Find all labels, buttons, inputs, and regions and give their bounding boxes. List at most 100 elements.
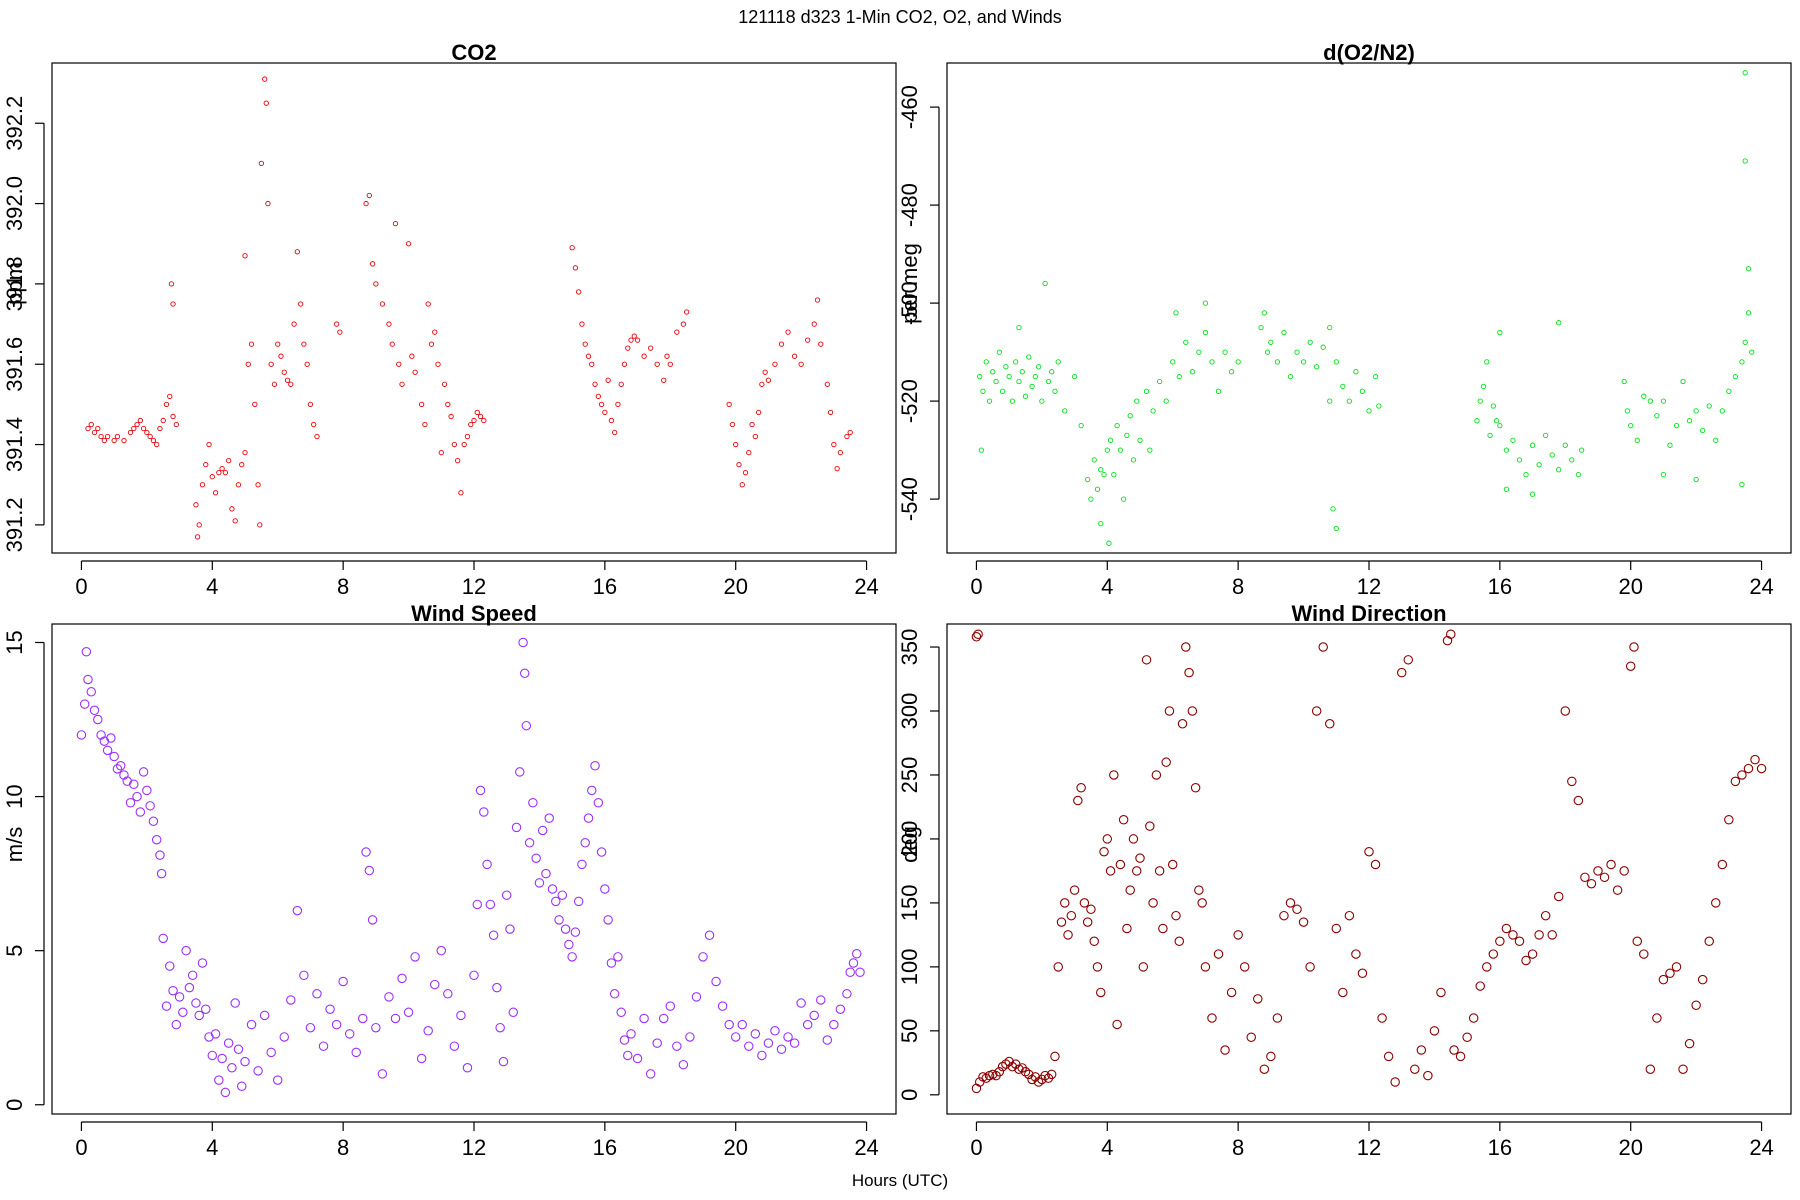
co2-point <box>196 522 202 528</box>
o2n2-point <box>1719 408 1725 414</box>
co2-point <box>733 441 739 448</box>
o2n2-point <box>1268 339 1274 345</box>
co2-point <box>598 401 605 408</box>
wind-direction-point <box>1285 898 1296 908</box>
o2n2-point <box>1307 339 1313 345</box>
wind-direction-y-tick-label: 350 <box>897 629 922 666</box>
wind-speed-point <box>488 930 499 941</box>
co2-point <box>131 425 137 432</box>
wind-speed-point <box>557 890 568 900</box>
wind-direction-y-tick-label: 150 <box>897 885 922 922</box>
o2n2-y-tick-label: -460 <box>897 85 922 129</box>
co2-point <box>579 321 585 327</box>
wind-direction-point <box>1527 949 1538 959</box>
wind-speed-point <box>639 1013 649 1024</box>
o2n2-point <box>1628 422 1634 429</box>
wind-direction-point <box>1730 776 1741 787</box>
o2n2-point <box>1523 471 1529 478</box>
co2-point <box>144 429 150 436</box>
o2n2-point <box>1104 447 1110 453</box>
wind-speed-point <box>560 924 571 934</box>
wind-speed-point <box>802 1019 813 1030</box>
co2-point <box>438 449 444 456</box>
o2n2-point <box>1062 408 1068 414</box>
co2-point <box>818 341 824 347</box>
wind-speed-point <box>717 1001 728 1011</box>
wind-speed-point <box>842 989 852 999</box>
wind-speed-point <box>214 1075 224 1085</box>
o2n2-point <box>1098 467 1104 473</box>
o2n2-point <box>1049 369 1055 375</box>
co2-point <box>765 377 772 383</box>
wind-speed-point <box>106 733 116 743</box>
o2n2-point <box>1274 359 1281 365</box>
co2-point <box>284 377 291 383</box>
wind-speed-point <box>220 1087 231 1098</box>
wind-direction-point <box>1331 923 1342 934</box>
co2-plot-frame <box>51 62 897 554</box>
wind-speed-point <box>485 899 496 910</box>
co2-point <box>288 381 294 387</box>
o2n2-point <box>1032 373 1038 380</box>
o2n2-point <box>1071 373 1078 380</box>
o2n2-point <box>999 388 1006 394</box>
wind-speed-point <box>109 751 119 762</box>
co2-x-tick-label: 16 <box>593 574 617 599</box>
o2n2-point <box>1215 388 1222 394</box>
wind-speed-point <box>96 730 106 740</box>
wind-direction-point <box>1580 872 1590 883</box>
o2n2-point <box>983 359 989 365</box>
co2-point <box>314 433 320 440</box>
wind-speed-point <box>603 915 613 925</box>
o2n2-point <box>1654 413 1660 419</box>
wind-direction-point <box>973 629 983 639</box>
wind-speed-point <box>178 1007 188 1018</box>
co2-point <box>634 337 641 343</box>
o2n2-point <box>1052 388 1058 394</box>
co2-point <box>834 466 840 472</box>
wind-direction-point <box>1756 763 1767 774</box>
wind-direction-point <box>1082 917 1093 927</box>
o2n2-point <box>1497 329 1503 336</box>
o2n2-point <box>1202 300 1209 306</box>
co2-point <box>389 341 395 347</box>
co2-point <box>252 401 258 408</box>
wind-speed-point <box>685 1032 695 1042</box>
wind-direction-point <box>1096 987 1106 998</box>
co2-point <box>451 441 458 448</box>
wind-speed-point <box>835 1004 846 1014</box>
wind-direction-point <box>1046 1069 1057 1080</box>
wind-direction-point <box>1069 885 1080 895</box>
co2-point <box>664 353 670 359</box>
co2-point <box>572 265 579 271</box>
wind-direction-point <box>1599 872 1610 883</box>
o2n2-point <box>1536 462 1542 468</box>
o2n2-point <box>1039 398 1045 404</box>
o2n2-point <box>1686 418 1693 424</box>
wind-direction-y-tick-label: 300 <box>897 693 922 730</box>
co2-point <box>301 341 307 347</box>
wind-direction-x-tick-label: 8 <box>1232 1135 1244 1160</box>
wind-direction-point <box>1423 1070 1433 1081</box>
o2n2-point <box>1726 388 1732 394</box>
wind-speed-panel: Wind Speed m/s 0 4 8 12 16 20 24 0 5 10 15 <box>2 601 897 1160</box>
wind-direction-point <box>1122 923 1132 934</box>
co2-point <box>432 329 438 335</box>
wind-direction-point <box>1007 1061 1018 1072</box>
o2n2-point <box>1503 486 1510 492</box>
wind-direction-point <box>1138 962 1149 972</box>
wind-speed-point <box>626 1029 636 1039</box>
wind-direction-point <box>1292 904 1302 915</box>
wind-direction-point <box>1131 866 1142 876</box>
o2n2-point <box>1333 359 1339 365</box>
o2n2-point <box>1111 471 1117 478</box>
co2-point <box>167 393 173 400</box>
wind-speed-point <box>547 884 558 894</box>
o2n2-point <box>1624 408 1631 414</box>
wind-speed-point <box>524 838 535 848</box>
wind-direction-point <box>1338 987 1348 998</box>
wind-speed-point <box>492 982 502 993</box>
co2-point <box>582 341 588 347</box>
wind-speed-point <box>377 1069 388 1079</box>
co2-point <box>628 337 634 343</box>
